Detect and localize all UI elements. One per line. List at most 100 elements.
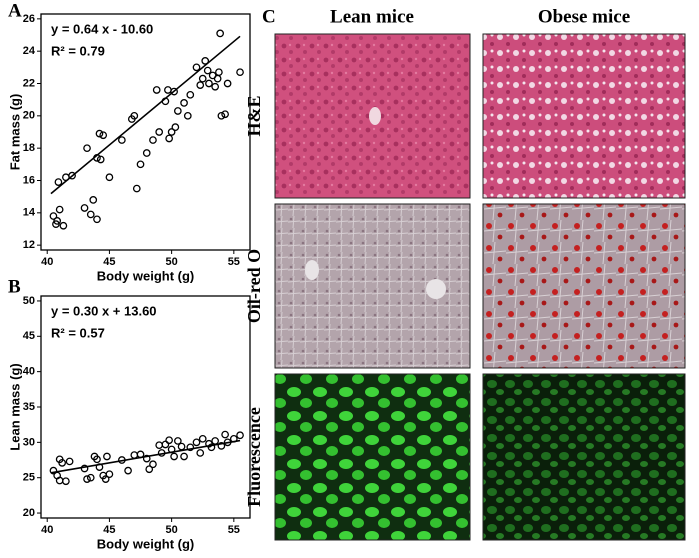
point xyxy=(149,136,157,144)
r-squared: R² = 0.79 xyxy=(51,43,105,58)
x-tick-label: 50 xyxy=(166,256,178,268)
y-tick-label: 16 xyxy=(23,174,35,186)
point xyxy=(55,205,64,214)
point xyxy=(152,86,161,94)
point xyxy=(105,173,114,182)
point xyxy=(164,86,172,94)
point xyxy=(196,449,205,457)
y-tick-label: 22 xyxy=(23,77,35,89)
point xyxy=(203,66,212,75)
point xyxy=(207,443,216,452)
point xyxy=(201,57,210,65)
micrograph xyxy=(482,203,686,369)
row-label: Oil-red O xyxy=(244,249,264,323)
y-tick-label: 30 xyxy=(23,436,35,448)
equation: y = 0.64 x - 10.60 xyxy=(51,21,153,36)
point xyxy=(217,442,226,450)
point xyxy=(54,178,63,186)
point xyxy=(132,184,141,193)
point xyxy=(205,79,213,88)
y-axis-label: Lean mass (g) xyxy=(7,363,22,450)
micrograph xyxy=(482,33,686,199)
point xyxy=(53,217,62,225)
point xyxy=(49,466,58,475)
row-label: H&E xyxy=(244,95,264,136)
point xyxy=(93,455,101,464)
fit-line xyxy=(50,35,241,195)
point xyxy=(170,452,178,461)
point xyxy=(103,452,111,461)
point xyxy=(136,160,145,169)
point xyxy=(118,136,126,144)
point xyxy=(177,442,186,451)
vessel xyxy=(369,107,381,125)
point xyxy=(211,82,220,91)
point xyxy=(145,465,154,474)
point xyxy=(236,68,244,77)
point xyxy=(192,438,201,447)
y-tick-label: 35 xyxy=(23,401,35,413)
point xyxy=(217,111,226,120)
point xyxy=(161,440,170,449)
point xyxy=(186,443,195,452)
x-tick-label: 45 xyxy=(103,524,115,536)
x-axis-label: Body weight (g) xyxy=(97,536,195,551)
y-tick-label: 20 xyxy=(23,110,35,122)
equation: y = 0.30 x + 13.60 xyxy=(51,303,157,318)
point xyxy=(101,475,110,483)
point xyxy=(130,451,139,459)
column-header: Obese mice xyxy=(538,6,630,27)
point xyxy=(149,460,157,469)
point xyxy=(165,436,173,445)
point xyxy=(196,81,205,89)
x-tick-label: 45 xyxy=(103,256,115,268)
panel-label: C xyxy=(262,6,276,27)
vessel xyxy=(305,260,319,280)
x-axis-label: Body weight (g) xyxy=(97,268,195,283)
y-tick-label: 45 xyxy=(23,330,35,342)
point xyxy=(180,452,188,461)
point xyxy=(142,454,151,463)
x-tick-label: 50 xyxy=(166,524,178,536)
point xyxy=(49,212,58,220)
y-tick-label: 24 xyxy=(23,45,36,57)
point xyxy=(86,210,95,219)
row-label: Fluorescence xyxy=(244,407,264,507)
point xyxy=(155,128,164,136)
r-squared: R² = 0.57 xyxy=(51,325,105,340)
y-tick-label: 20 xyxy=(23,507,35,519)
point xyxy=(236,431,244,440)
point xyxy=(62,477,70,486)
point xyxy=(80,464,89,473)
point xyxy=(86,473,95,482)
point xyxy=(186,90,195,99)
point xyxy=(96,155,105,164)
x-tick-label: 55 xyxy=(228,524,240,536)
point xyxy=(58,459,66,467)
point xyxy=(173,107,182,115)
x-tick-label: 40 xyxy=(41,524,53,536)
point xyxy=(130,111,139,120)
point xyxy=(165,134,173,143)
plot-frame xyxy=(40,13,251,251)
point xyxy=(170,87,178,96)
y-tick-label: 26 xyxy=(23,13,35,25)
y-axis-label: Fat mass (g) xyxy=(7,94,22,171)
y-tick-label: 25 xyxy=(23,472,35,484)
vessel xyxy=(426,279,446,299)
point xyxy=(192,63,201,72)
point xyxy=(105,470,114,479)
point xyxy=(99,131,108,140)
panel-c: C Lean mice Obese mice H&E Oil-red O Flu… xyxy=(244,6,686,541)
point xyxy=(93,215,101,224)
micrograph xyxy=(274,373,471,541)
point xyxy=(171,123,180,132)
point xyxy=(221,110,229,119)
fit-line xyxy=(50,439,241,474)
point xyxy=(142,149,151,157)
point xyxy=(83,144,91,153)
point xyxy=(83,475,91,483)
point xyxy=(89,196,98,204)
